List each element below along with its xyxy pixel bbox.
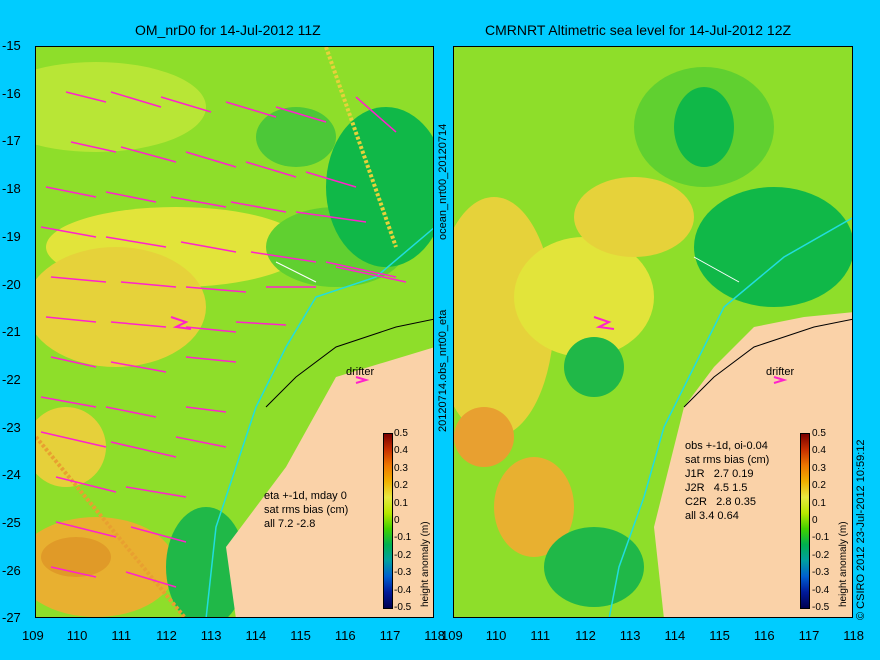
- colorbar-tick-label: 0.5: [812, 428, 826, 439]
- lon-tick-label: 113: [200, 628, 222, 643]
- colorbar-tick-label: -0.3: [394, 567, 412, 579]
- lat-tick-label: -17: [2, 133, 21, 149]
- drifter-marker: [170, 316, 370, 384]
- lat-tick-label: -15: [2, 38, 21, 53]
- colorbar-tick-label: 0.4: [812, 445, 826, 457]
- lon-tick-label: 110: [485, 628, 507, 643]
- lat-tick-label: -22: [2, 371, 21, 387]
- right-map-canvas: [454, 47, 852, 617]
- left-colorbar-label: height anomaly (m): [420, 521, 431, 607]
- left-stats-annotation: eta +-1d, mday 0 sat rms bias (cm) all 7…: [264, 490, 349, 530]
- lon-tick-label: 114: [664, 628, 686, 643]
- lat-tick-label: -18: [2, 181, 21, 197]
- lon-tick-label: 112: [156, 628, 177, 643]
- colorbar-tick-label: 0: [812, 515, 818, 526]
- lat-tick-label: -21: [2, 324, 21, 340]
- lat-tick-label: -19: [2, 228, 21, 244]
- current-vector-arrows: [40, 91, 407, 588]
- lat-tick-label: -20: [2, 276, 21, 292]
- lat-tick-label: -16: [2, 85, 21, 101]
- drifter-marker: [593, 316, 788, 384]
- colorbar-tick-label: -0.4: [394, 584, 412, 596]
- colorbar-tick-label: 0.1: [812, 497, 826, 509]
- colorbar-tick-label: -0.3: [812, 567, 830, 579]
- colorbar-tick-label: 0.3: [812, 462, 826, 474]
- lat-tick-label: -25: [2, 515, 21, 530]
- right-colorbar: [800, 433, 810, 609]
- lon-tick-label: 118: [843, 628, 865, 643]
- right-drifter-label: drifter: [766, 366, 795, 378]
- lon-tick-label: 110: [66, 628, 88, 643]
- colorbar-tick-label: -0.4: [812, 584, 830, 596]
- colorbar-tick-label: 0.2: [812, 480, 826, 492]
- lat-tick-label: -26: [2, 562, 21, 578]
- colorbar-tick-label: 0.3: [394, 462, 408, 474]
- colorbar-tick-label: -0.2: [812, 549, 830, 561]
- colorbar-tick-label: 0.4: [394, 445, 408, 457]
- lon-tick-label: 116: [753, 628, 775, 643]
- lon-tick-label: 111: [111, 628, 132, 643]
- right-map-title: CMRNRT Altimetric sea level for 14-Jul-2…: [485, 22, 792, 38]
- lon-tick-label: 114: [245, 628, 267, 643]
- lon-tick-label: 117: [798, 628, 820, 643]
- left-drifter-label: drifter: [346, 366, 375, 378]
- colorbar-tick-label: -0.2: [394, 549, 412, 561]
- left-map-panel: drifter eta +-1d, mday 0 sat rms bias (c…: [35, 46, 434, 618]
- colorbar-tick-label: 0.5: [394, 428, 408, 439]
- right-colorbar-label: height anomaly (m): [838, 521, 849, 607]
- colorbar-tick-label: -0.5: [812, 602, 830, 613]
- left-map-canvas: [36, 47, 433, 617]
- left-colorbar: [383, 433, 393, 609]
- lon-tick-label: 115: [290, 628, 311, 643]
- lon-tick-label: 116: [334, 628, 356, 643]
- lon-tick-label: 112: [575, 628, 596, 643]
- colorbar-tick-label: -0.5: [394, 602, 412, 613]
- colorbar-tick-label: 0.1: [394, 497, 408, 509]
- lon-tick-label: 109: [22, 628, 44, 643]
- lat-tick-label: -27: [2, 610, 21, 626]
- copyright-label: © CSIRO 2012 23-Jul-2012 10:59:12: [855, 439, 867, 620]
- lat-tick-label: -23: [2, 419, 21, 435]
- lon-tick-label: 109: [441, 628, 463, 643]
- lon-tick-label: 113: [619, 628, 641, 643]
- lon-tick-label: 115: [709, 628, 730, 643]
- run-id-label: 20120714.obs_nrt00_eta: [437, 309, 449, 432]
- run-name-label: ocean_nrt00_20120714: [437, 123, 449, 240]
- right-map-panel: drifter obs +-1d, oi-0.04 sat rms bias (…: [453, 46, 853, 618]
- lon-tick-label: 111: [530, 628, 551, 643]
- colorbar-tick-label: -0.1: [394, 532, 412, 544]
- colorbar-tick-label: 0: [394, 515, 400, 526]
- colorbar-tick-label: -0.1: [812, 532, 830, 544]
- lon-tick-label: 118: [424, 628, 446, 643]
- left-map-title: OM_nrD0 for 14-Jul-2012 11Z: [135, 22, 321, 38]
- lon-tick-label: 117: [379, 628, 401, 643]
- right-stats-annotation: obs +-1d, oi-0.04 sat rms bias (cm) J1R …: [685, 440, 770, 522]
- lat-tick-label: -24: [2, 467, 21, 483]
- colorbar-tick-label: 0.2: [394, 480, 408, 492]
